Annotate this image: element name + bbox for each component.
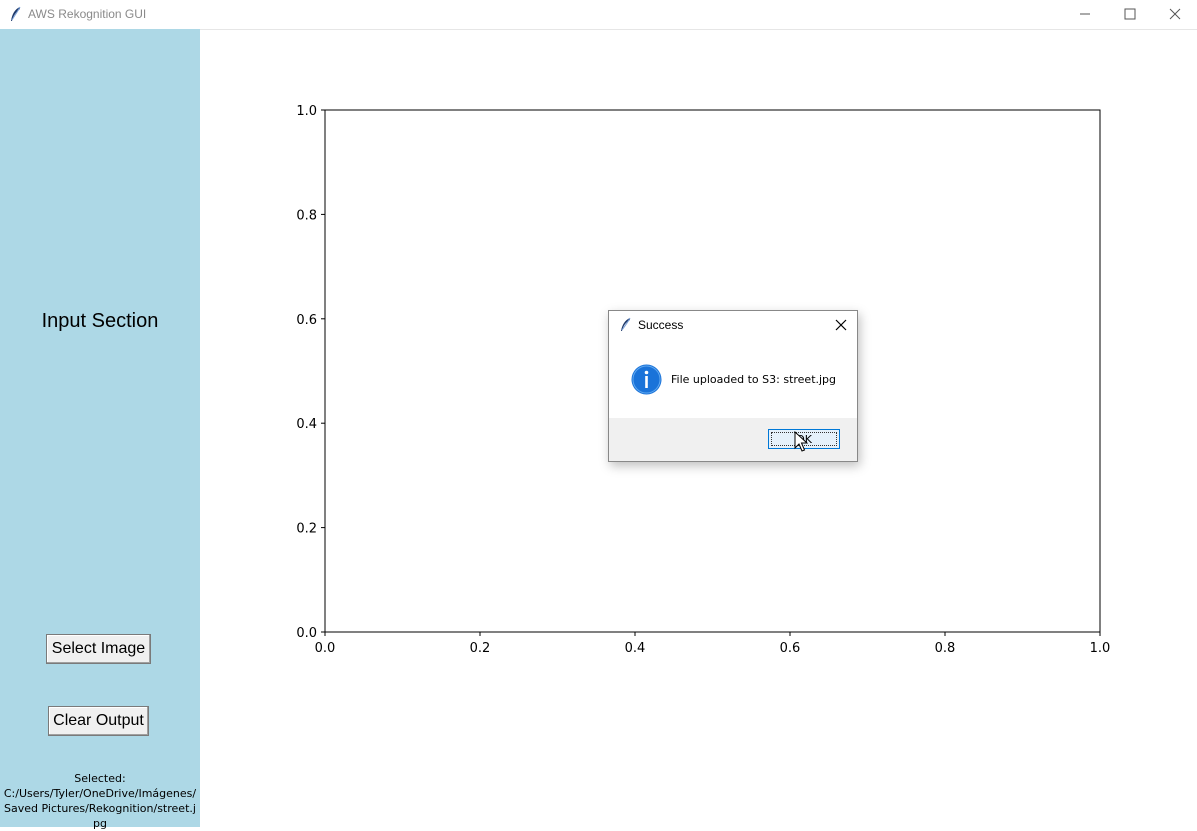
input-section-heading: Input Section — [41, 310, 159, 332]
x-tick-label: 0.4 — [625, 641, 646, 656]
axes-frame — [324, 109, 1101, 633]
minimize-icon — [1080, 13, 1090, 15]
empty-plot: 0.0 0.2 0.4 0.6 0.8 1.0 0.0 0.2 0.4 0.6 0.8 1.0 — [296, 104, 1111, 656]
x-tick-label: 0.0 — [315, 641, 336, 656]
y-tick-label: 0.4 — [296, 417, 317, 432]
x-tick-label: 0.2 — [470, 641, 491, 656]
window-titlebar: AWS Rekognition GUI — [0, 0, 1197, 30]
info-icon — [631, 364, 662, 395]
dialog-titlebar: Success — [609, 311, 857, 339]
selected-file-path: C:/Users/Tyler/OneDrive/Imágenes/Saved P… — [3, 787, 197, 830]
x-tick-label: 0.8 — [935, 641, 956, 656]
maximize-button[interactable] — [1107, 0, 1153, 29]
dialog-title: Success — [638, 318, 684, 332]
y-tick-label: 0.6 — [296, 313, 317, 328]
window-title: AWS Rekognition GUI — [28, 7, 147, 21]
input-sidebar: Input Section Select Image Clear Output … — [0, 29, 200, 830]
maximize-icon — [1124, 8, 1136, 20]
success-dialog: Success File uploaded to S3: street.jpg … — [608, 310, 858, 462]
close-icon[interactable] — [833, 317, 849, 333]
clear-output-button[interactable]: Clear Output — [48, 706, 149, 736]
close-icon — [1169, 8, 1181, 20]
output-plot-area: 0.0 0.2 0.4 0.6 0.8 1.0 0.0 0.2 0.4 0.6 0.8 1.0 — [200, 29, 1197, 827]
dialog-message: File uploaded to S3: street.jpg — [671, 373, 837, 386]
y-tick-label: 1.0 — [296, 104, 317, 119]
mouse-cursor-icon — [794, 431, 808, 452]
selected-file-label: Selected: C:/Users/Tyler/OneDrive/Imágen… — [0, 771, 200, 831]
y-tick-label: 0.0 — [296, 626, 317, 641]
minimize-button[interactable] — [1062, 0, 1108, 29]
x-tick-label: 1.0 — [1090, 641, 1111, 656]
y-tick-label: 0.2 — [296, 522, 317, 537]
dialog-footer: OK — [609, 418, 857, 461]
y-tick-label: 0.8 — [296, 208, 317, 223]
x-tick-label: 0.6 — [780, 641, 801, 656]
selected-caption: Selected: — [74, 772, 126, 785]
select-image-button[interactable]: Select Image — [46, 634, 151, 664]
tk-feather-icon — [11, 6, 21, 21]
close-window-button[interactable] — [1152, 0, 1197, 29]
tk-feather-icon — [621, 317, 631, 331]
